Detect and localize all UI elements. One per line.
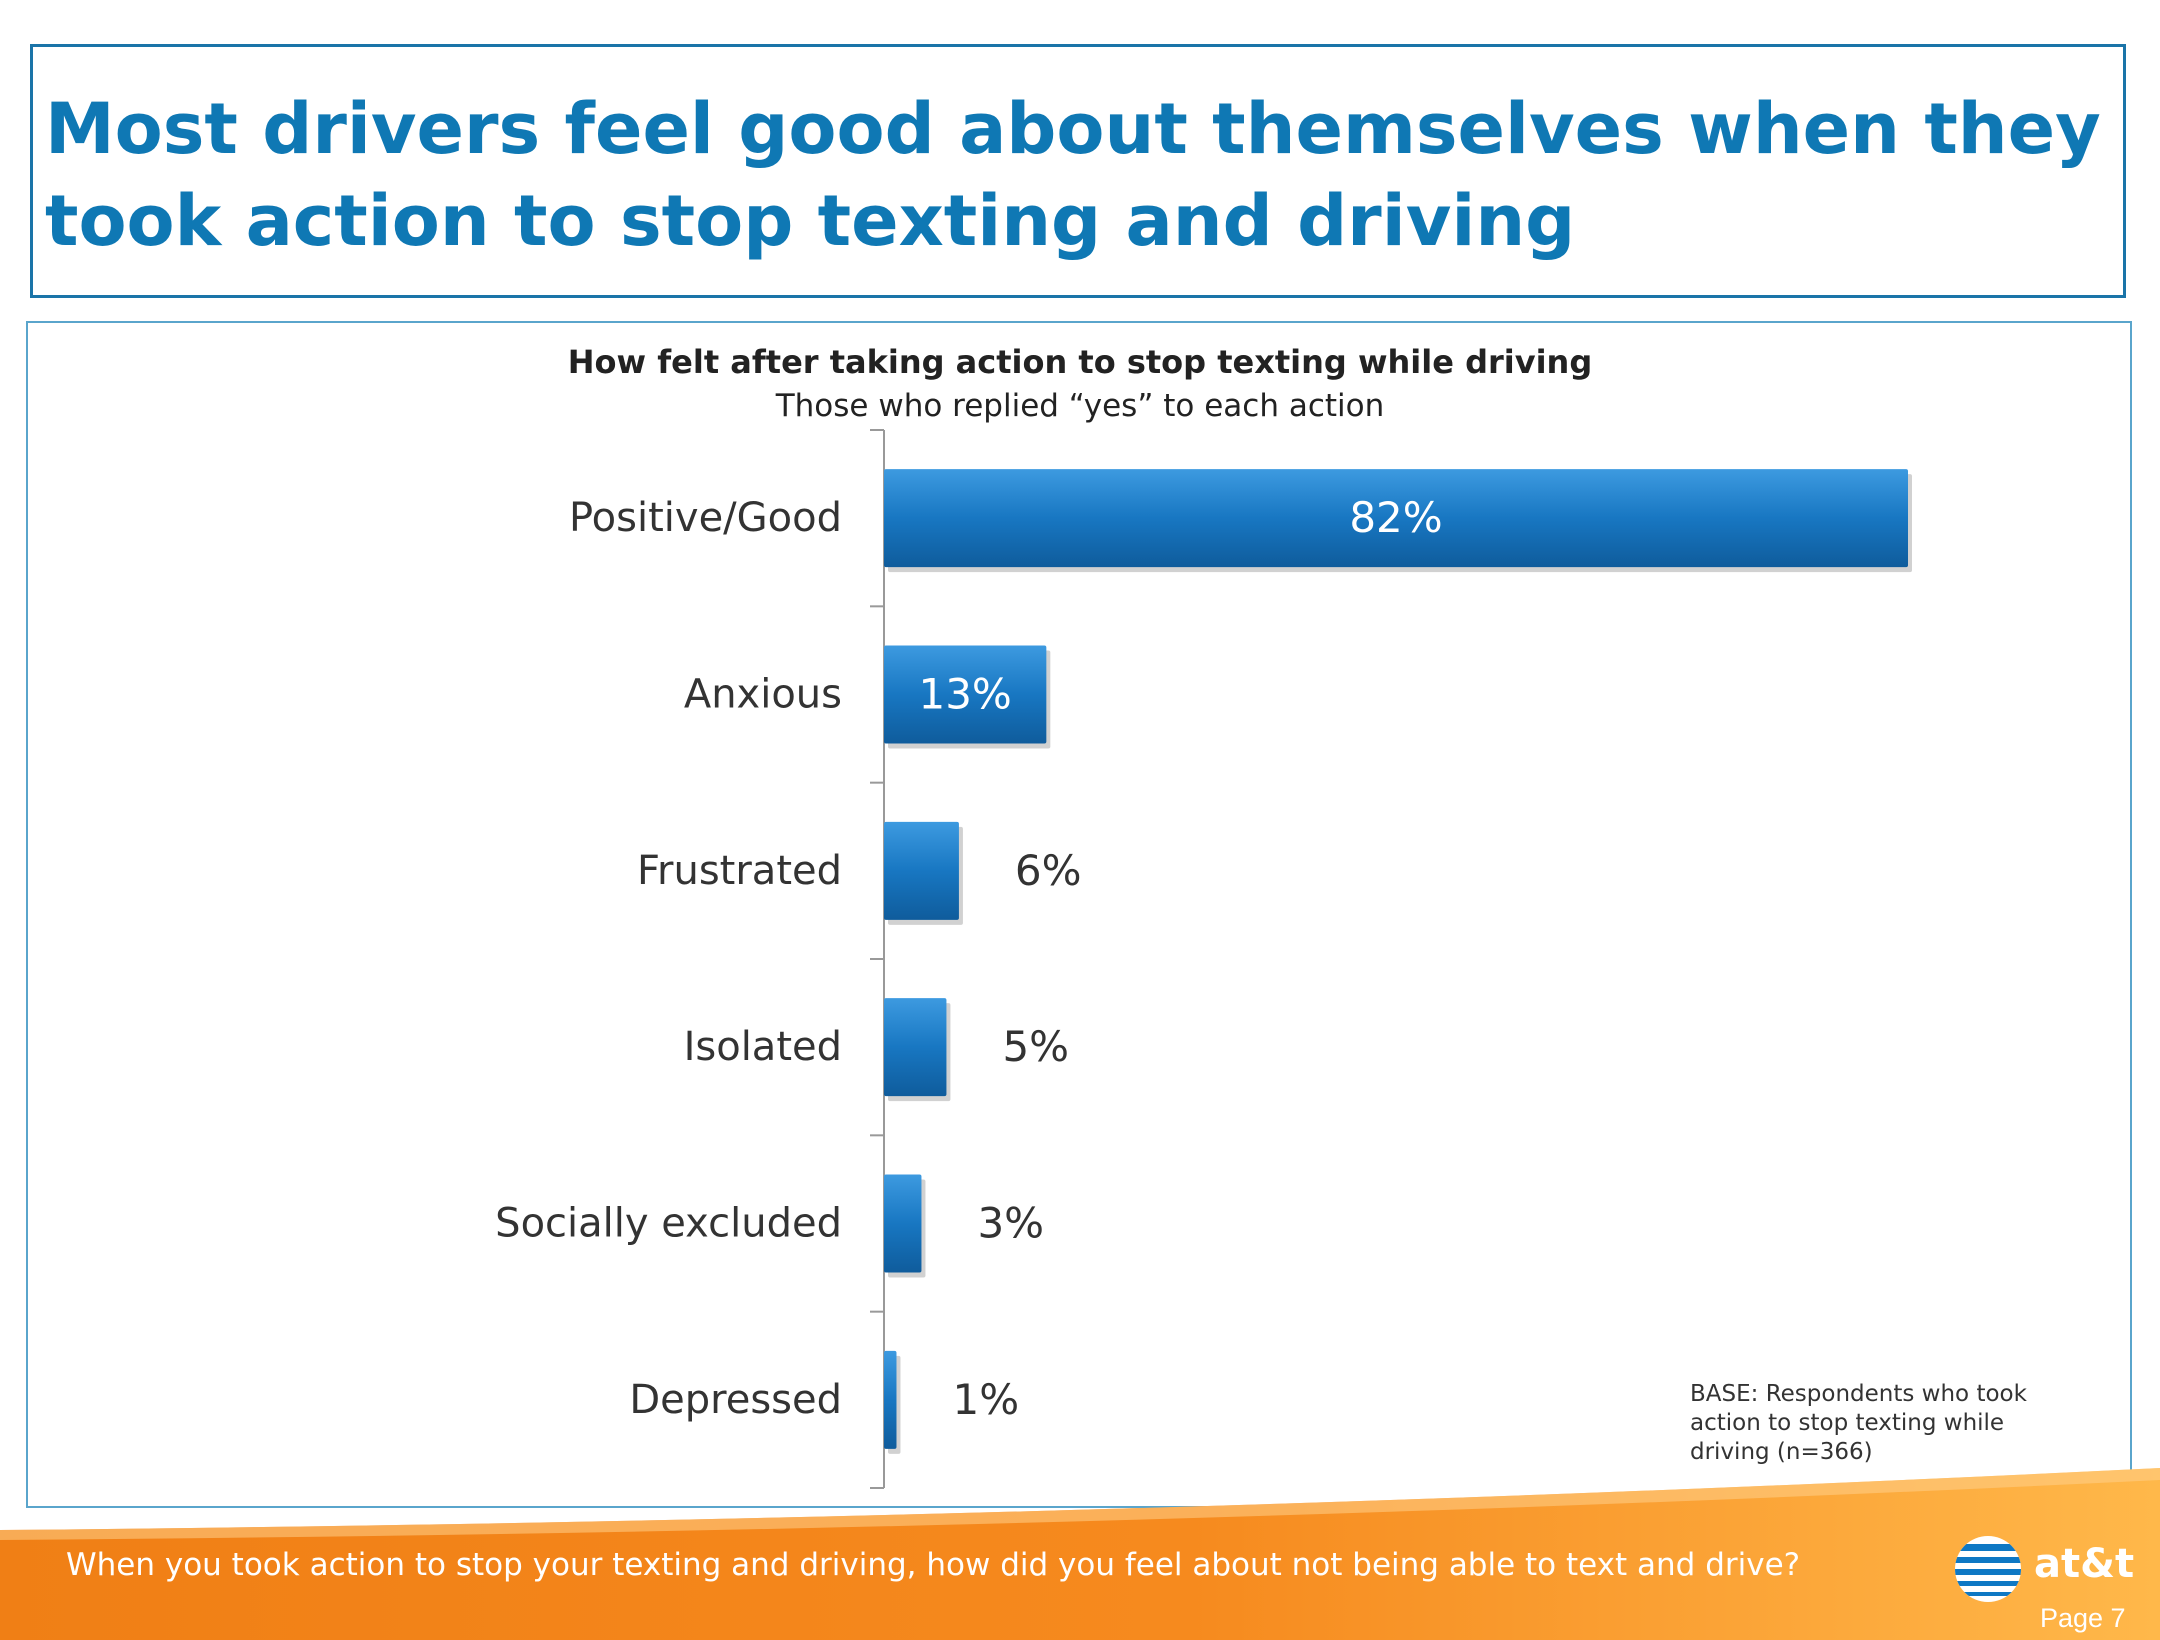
category-label: Socially excluded	[495, 1201, 842, 1247]
bar	[884, 821, 959, 920]
bar	[884, 998, 947, 1097]
bar	[884, 645, 1047, 744]
category-label: Depressed	[629, 1377, 842, 1423]
value-label: 5%	[1002, 1022, 1069, 1071]
chart-title: How felt after taking action to stop tex…	[567, 343, 1593, 381]
category-label: Positive/Good	[569, 495, 842, 541]
att-globe-icon	[1955, 1536, 2021, 1602]
value-label: 1%	[952, 1375, 1019, 1424]
category-label: Anxious	[684, 672, 842, 718]
title-box: Most drivers feel good about themselves …	[30, 44, 2126, 298]
category-label: Frustrated	[637, 848, 842, 894]
page-number: Page 7	[2040, 1603, 2126, 1633]
value-label: 13%	[918, 670, 1011, 719]
page-title: Most drivers feel good about themselves …	[45, 88, 2101, 262]
category-label: Isolated	[684, 1024, 842, 1070]
value-label: 6%	[1015, 846, 1082, 895]
base-note: BASE: Respondents who took action to sto…	[1690, 1381, 2027, 1465]
bars-group: Positive/Good 82% Anxious 13% Frustrated 6% Is…	[495, 429, 1912, 1489]
bar	[884, 1350, 897, 1449]
att-logo-text: at&t	[2034, 1541, 2135, 1587]
chart-subtitle: Those who replied “yes” to each action	[775, 388, 1385, 424]
survey-question: When you took action to stop your textin…	[66, 1547, 1801, 1583]
value-label: 82%	[1349, 493, 1442, 542]
bar	[884, 1174, 922, 1273]
value-label: 3%	[977, 1199, 1044, 1248]
bar	[884, 469, 1908, 568]
